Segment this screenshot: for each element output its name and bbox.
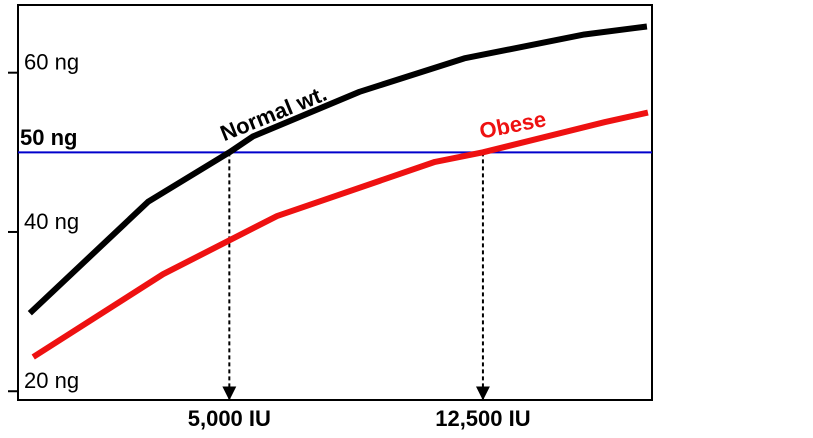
y-tick-label: 20 ng bbox=[24, 368, 79, 393]
y-tick-label: 40 ng bbox=[24, 209, 79, 234]
reference-label: 50 ng bbox=[20, 125, 77, 150]
x-tick-label: 5,000 IU bbox=[188, 406, 271, 431]
plot-frame bbox=[17, 4, 653, 401]
series-line bbox=[27, 23, 648, 316]
series-line bbox=[31, 109, 649, 360]
x-tick-label: 12,500 IU bbox=[435, 406, 530, 431]
y-tick-label: 60 ng bbox=[24, 50, 79, 75]
